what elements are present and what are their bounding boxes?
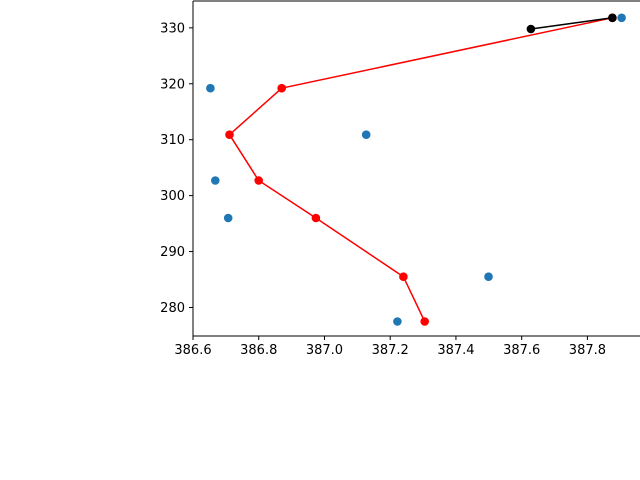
x-axis: 386.6 386.8 387.0 387.2 387.4 387.6 387.8 bbox=[174, 336, 606, 358]
series-0-point-4 bbox=[484, 272, 493, 282]
y-tick-label: 310 bbox=[160, 133, 185, 148]
series-0-point-2 bbox=[223, 213, 233, 223]
y-tick-label: 290 bbox=[160, 245, 185, 260]
series-0-point-0 bbox=[206, 83, 215, 93]
series-1-point-0 bbox=[420, 317, 430, 326]
x-tick-label: 387.2 bbox=[372, 343, 409, 358]
x-tick-label: 387.8 bbox=[569, 343, 606, 358]
series-2-point-1 bbox=[608, 13, 617, 23]
plot-area bbox=[206, 13, 626, 326]
series-0-point-6 bbox=[617, 13, 626, 23]
x-tick-label: 386.8 bbox=[240, 343, 277, 358]
y-axis: 280 290 300 310 320 330 bbox=[160, 21, 193, 316]
series-0-point-3 bbox=[361, 130, 371, 139]
x-tick-label: 387.4 bbox=[437, 343, 474, 358]
series-1-point-4 bbox=[225, 130, 234, 139]
y-tick-label: 300 bbox=[160, 189, 185, 204]
x-tick-label: 387.6 bbox=[503, 343, 540, 358]
series-2-point-0 bbox=[526, 24, 536, 34]
y-tick-label: 320 bbox=[160, 77, 185, 92]
x-tick-label: 387.0 bbox=[306, 343, 343, 358]
x-tick-label: 386.6 bbox=[174, 343, 211, 358]
series-1-point-5 bbox=[277, 83, 287, 93]
series-0-point-1 bbox=[211, 176, 220, 185]
y-tick-label: 280 bbox=[160, 301, 185, 316]
y-tick-label: 330 bbox=[160, 21, 185, 36]
series-1-point-3 bbox=[254, 176, 263, 185]
series-0-point-5 bbox=[393, 317, 402, 326]
axes bbox=[192, 0, 640, 337]
series-1-point-2 bbox=[311, 213, 321, 223]
series-1-point-1 bbox=[399, 272, 408, 282]
series-2-line bbox=[530, 17, 613, 30]
